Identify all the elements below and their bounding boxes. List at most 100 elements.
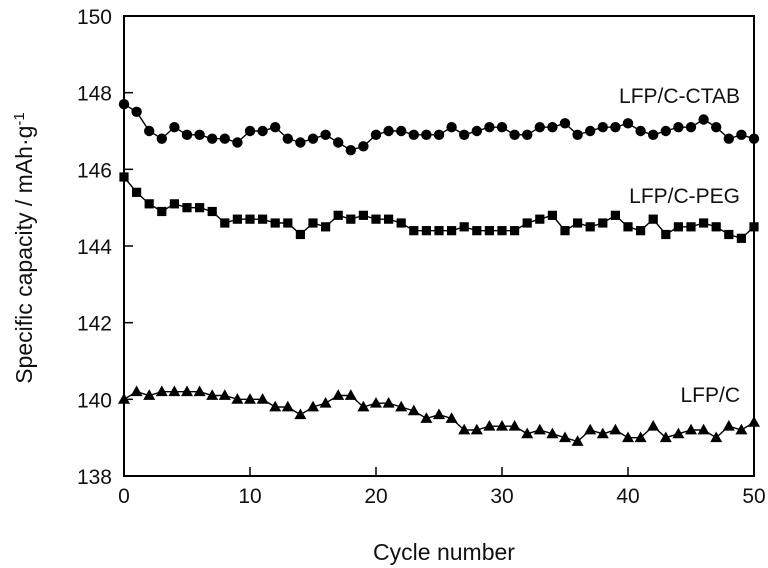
- data-point-circle: [282, 133, 293, 144]
- data-point-square: [308, 218, 318, 228]
- data-point-square: [270, 218, 280, 228]
- data-point-triangle: [609, 423, 622, 435]
- data-point-circle: [685, 121, 697, 133]
- data-point-circle: [396, 125, 407, 137]
- data-point-square: [610, 210, 620, 220]
- data-point-circle: [320, 129, 331, 141]
- data-point-circle: [433, 129, 445, 141]
- series-labels: LFP/C-CTAB LFP/C-PEG LFP/C: [619, 85, 740, 407]
- data-point-circle: [219, 133, 230, 144]
- data-point-square: [699, 218, 709, 228]
- series-label: LFP/C: [680, 384, 740, 407]
- y-tick-label: 140: [77, 389, 112, 412]
- data-point-circle: [383, 125, 394, 137]
- data-point-circle: [622, 118, 634, 129]
- data-point-circle: [484, 121, 495, 133]
- data-point-triangle: [370, 396, 382, 408]
- data-point-circle: [509, 129, 520, 141]
- data-point-square: [686, 222, 696, 232]
- series-lfp-c: [118, 385, 760, 446]
- data-point-triangle: [748, 416, 760, 427]
- data-point-triangle: [294, 408, 307, 420]
- data-point-circle: [673, 121, 684, 133]
- data-point-triangle: [193, 385, 206, 397]
- data-point-square: [472, 226, 482, 236]
- data-point-square: [661, 229, 671, 240]
- data-point-square: [258, 214, 268, 224]
- x-tick-label: 0: [118, 485, 130, 508]
- series-line: [123, 103, 755, 151]
- x-tick-label: 40: [616, 485, 639, 508]
- data-point-circle: [534, 121, 545, 133]
- data-point-triangle: [710, 431, 723, 443]
- data-point-square: [573, 218, 583, 228]
- data-point-square: [396, 218, 406, 228]
- data-point-square: [522, 218, 532, 228]
- data-point-square: [132, 187, 142, 197]
- data-point-circle: [610, 121, 621, 133]
- axis-ticks: [123, 15, 755, 477]
- data-point-triangle: [533, 423, 546, 435]
- data-point-circle: [736, 129, 747, 141]
- data-point-triangle: [420, 412, 433, 423]
- data-point-triangle: [281, 400, 294, 412]
- data-point-circle: [131, 106, 142, 118]
- series-lfp-c-ctab: [118, 98, 760, 156]
- data-point-triangle: [647, 419, 660, 431]
- data-point-triangle: [382, 396, 395, 408]
- data-point-triangle: [181, 385, 193, 397]
- data-point-triangle: [332, 389, 345, 400]
- data-point-square: [673, 222, 683, 232]
- data-point-triangle: [622, 431, 634, 443]
- data-point-triangle: [395, 400, 408, 412]
- data-point-circle: [333, 137, 344, 148]
- data-point-circle: [232, 137, 243, 148]
- data-point-square: [195, 203, 205, 213]
- data-point-circle: [660, 125, 671, 137]
- data-point-square: [497, 226, 507, 236]
- data-point-triangle: [445, 412, 458, 423]
- data-point-triangle: [634, 431, 647, 443]
- data-point-circle: [496, 121, 508, 133]
- data-point-triangle: [130, 385, 143, 397]
- data-point-square: [220, 218, 230, 228]
- data-point-triangle: [231, 393, 244, 404]
- data-point-triangle: [483, 419, 496, 431]
- y-axis-title-superscript: -1: [11, 112, 28, 125]
- data-point-triangle: [407, 404, 420, 416]
- data-point-square: [207, 206, 217, 217]
- data-point-square: [434, 226, 444, 236]
- data-point-square: [560, 226, 570, 236]
- data-point-square: [421, 226, 431, 236]
- data-point-circle: [648, 129, 659, 141]
- data-point-square: [371, 214, 381, 224]
- data-point-triangle: [496, 419, 508, 431]
- data-point-triangle: [584, 423, 597, 435]
- data-point-triangle: [659, 431, 672, 443]
- data-point-triangle: [155, 385, 168, 397]
- data-point-square: [623, 222, 633, 232]
- data-point-circle: [118, 98, 130, 110]
- data-point-triangle: [697, 423, 710, 435]
- data-point-circle: [181, 129, 193, 141]
- data-point-triangle: [596, 427, 609, 439]
- data-point-circle: [421, 129, 432, 141]
- data-point-square: [169, 199, 179, 209]
- data-point-square: [447, 226, 457, 236]
- data-point-square: [510, 226, 520, 236]
- data-point-circle: [547, 121, 558, 133]
- y-tick-label: 144: [77, 236, 112, 259]
- data-point-square: [333, 210, 343, 220]
- y-tick-label: 142: [77, 313, 112, 336]
- data-point-circle: [585, 125, 596, 137]
- y-axis-title-main: Specific capacity / mAh·g: [11, 126, 37, 384]
- data-point-triangle: [559, 431, 571, 443]
- data-point-square: [409, 226, 419, 236]
- data-point-circle: [345, 144, 356, 156]
- data-point-square: [384, 214, 394, 224]
- data-point-triangle: [571, 435, 584, 446]
- data-point-square: [182, 203, 192, 213]
- data-point-circle: [471, 125, 482, 137]
- data-point-circle: [295, 137, 306, 148]
